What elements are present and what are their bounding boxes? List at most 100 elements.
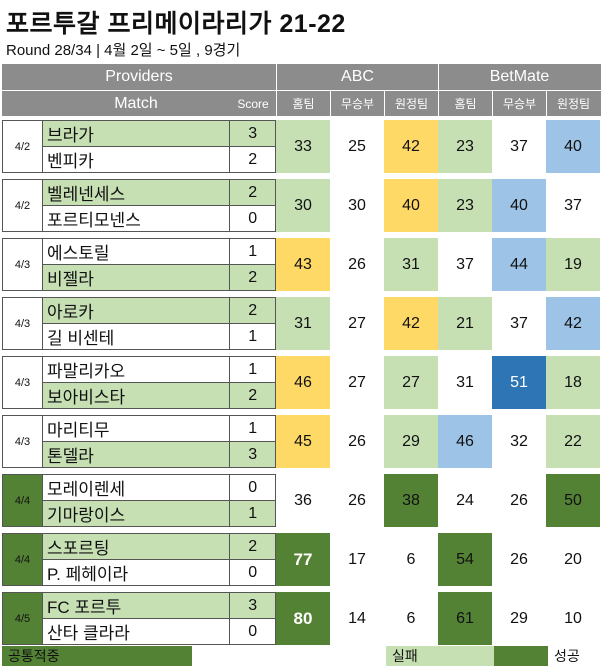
away-team-score: 2 [229, 383, 275, 408]
col-header: 무승부 [330, 91, 384, 116]
header-row-columns: Match Score 홈팀 무승부 원정팀 홈팀 무승부 원정팀 [2, 90, 601, 116]
away-team-score: 1 [229, 324, 275, 349]
home-team-score: 1 [229, 416, 275, 441]
match-row: 4/2 벨레넨세스 2 포르티모넨스 0 30 30 40 23 40 37 [2, 179, 601, 232]
legend-fail: 실패 [386, 646, 494, 666]
prediction-cell: 27 [330, 356, 384, 409]
prediction-cell: 44 [492, 238, 546, 291]
home-team-score: 1 [229, 239, 275, 264]
prediction-cell: 45 [276, 415, 330, 468]
home-team-row: 모레이렌세 0 [43, 475, 275, 500]
home-team-score: 2 [229, 534, 275, 559]
match-rows: 4/2 브라가 3 벤피카 2 33 25 42 23 37 40 4/2 벨레넨세스 2 포르티모넨스 0 3… [2, 120, 601, 645]
prediction-cell: 50 [546, 474, 600, 527]
match-teams: 모레이렌세 0 기마랑이스 1 [42, 474, 276, 527]
prediction-cell: 37 [546, 179, 600, 232]
legend-success-swatch [494, 646, 548, 666]
legend-spacer [192, 646, 386, 666]
match-date: 4/3 [2, 297, 42, 350]
page-subtitle: Round 28/34 | 4월 2일 ~ 5일 , 9경기 [6, 42, 241, 59]
header-row-providers: Providers ABC BetMate [2, 64, 601, 90]
home-team-name: 에스토릴 [47, 244, 110, 263]
home-team-row: FC 포르투 3 [43, 593, 275, 618]
away-team-name: 길 비센테 [47, 329, 115, 348]
betmate-header: BetMate [438, 64, 600, 90]
prediction-cell: 17 [330, 533, 384, 586]
prediction-cell: 31 [438, 356, 492, 409]
away-team-name: 벤피카 [47, 152, 94, 171]
prediction-cell: 26 [492, 474, 546, 527]
prediction-cell: 38 [384, 474, 438, 527]
match-date: 4/2 [2, 179, 42, 232]
match-teams: FC 포르투 3 산타 클라라 0 [42, 592, 276, 645]
away-team-row: 톤델라 3 [43, 441, 275, 467]
col-header: 홈팀 [438, 91, 492, 116]
away-team-row: 산타 클라라 0 [43, 618, 275, 644]
prediction-cell: 18 [546, 356, 600, 409]
match-row: 4/4 모레이렌세 0 기마랑이스 1 36 26 38 24 26 50 [2, 474, 601, 527]
home-team-name: 마리티무 [47, 421, 110, 440]
away-team-score: 2 [229, 147, 275, 172]
prediction-cell: 40 [546, 120, 600, 173]
away-team-name: 톤델라 [47, 447, 94, 466]
away-team-name: 포르티모넨스 [47, 211, 141, 230]
prediction-cell: 26 [492, 533, 546, 586]
match-teams: 브라가 3 벤피카 2 [42, 120, 276, 173]
match-row: 4/3 에스토릴 1 비젤라 2 43 26 31 37 44 19 [2, 238, 601, 291]
prediction-cell: 80 [276, 592, 330, 645]
away-team-row: 벤피카 2 [43, 146, 275, 172]
score-header: Score [237, 96, 269, 111]
home-team-score: 3 [229, 121, 275, 146]
prediction-table: Providers ABC BetMate Match Score 홈팀 무승부… [2, 64, 601, 645]
home-team-name: 브라가 [47, 126, 94, 145]
prediction-cell: 61 [438, 592, 492, 645]
prediction-cell: 21 [438, 297, 492, 350]
match-teams: 에스토릴 1 비젤라 2 [42, 238, 276, 291]
away-team-name: 기마랑이스 [47, 506, 126, 525]
home-team-name: 벨레넨세스 [47, 185, 126, 204]
prediction-cell: 46 [276, 356, 330, 409]
home-team-row: 에스토릴 1 [43, 239, 275, 264]
home-team-row: 벨레넨세스 2 [43, 180, 275, 205]
date-header [2, 91, 42, 116]
home-team-name: 아로카 [47, 303, 94, 322]
prediction-cell: 27 [384, 356, 438, 409]
prediction-cell: 26 [330, 415, 384, 468]
legend: 공통적중 실패 성공 [2, 646, 601, 666]
match-row: 4/5 FC 포르투 3 산타 클라라 0 80 14 6 61 29 10 [2, 592, 601, 645]
prediction-cell: 37 [492, 297, 546, 350]
home-team-score: 1 [229, 357, 275, 382]
away-team-score: 0 [229, 619, 275, 644]
match-row: 4/3 파말리카오 1 보아비스타 2 46 27 27 31 51 18 [2, 356, 601, 409]
prediction-cell: 31 [276, 297, 330, 350]
prediction-cell: 24 [438, 474, 492, 527]
prediction-cell: 43 [276, 238, 330, 291]
prediction-cell: 42 [546, 297, 600, 350]
away-team-row: 기마랑이스 1 [43, 500, 275, 526]
prediction-cell: 42 [384, 120, 438, 173]
prediction-cell: 51 [492, 356, 546, 409]
away-team-row: 포르티모넨스 0 [43, 205, 275, 231]
match-row: 4/4 스포르팅 2 P. 페헤이라 0 77 17 6 54 26 20 [2, 533, 601, 586]
abc-header: ABC [276, 64, 438, 90]
prediction-cell: 19 [546, 238, 600, 291]
prediction-cell: 29 [492, 592, 546, 645]
away-team-score: 2 [229, 265, 275, 290]
away-team-row: 비젤라 2 [43, 264, 275, 290]
away-team-name: P. 페헤이라 [47, 565, 129, 584]
prediction-cell: 6 [384, 592, 438, 645]
away-team-row: 길 비센테 1 [43, 323, 275, 349]
match-teams: 파말리카오 1 보아비스타 2 [42, 356, 276, 409]
prediction-cell: 31 [384, 238, 438, 291]
home-team-score: 2 [229, 298, 275, 323]
prediction-cell: 22 [546, 415, 600, 468]
prediction-cell: 36 [276, 474, 330, 527]
prediction-cell: 40 [384, 179, 438, 232]
prediction-cell: 23 [438, 179, 492, 232]
away-team-row: P. 페헤이라 0 [43, 559, 275, 585]
prediction-cell: 46 [438, 415, 492, 468]
match-teams: 아로카 2 길 비센테 1 [42, 297, 276, 350]
home-team-row: 마리티무 1 [43, 416, 275, 441]
home-team-name: 파말리카오 [47, 362, 126, 381]
prediction-cell: 23 [438, 120, 492, 173]
